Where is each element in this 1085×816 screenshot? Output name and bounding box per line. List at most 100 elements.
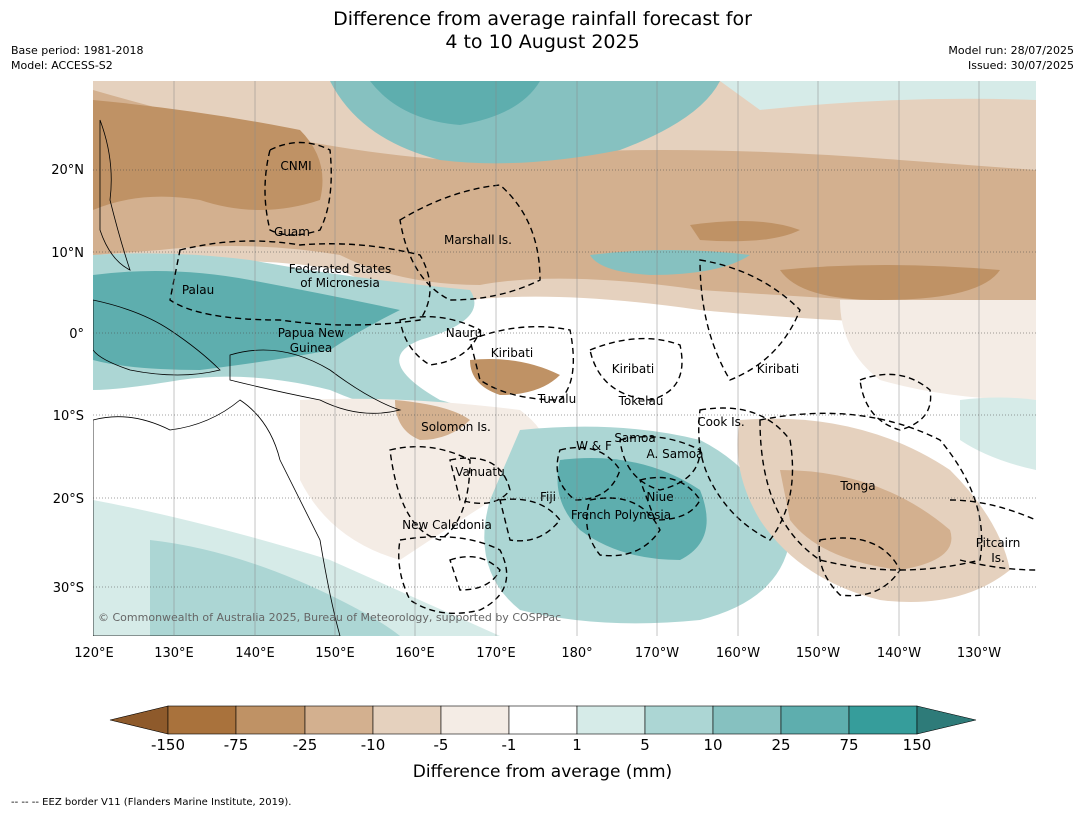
colorbar-tick: -1 (501, 736, 517, 754)
lon-label: 150°W (796, 646, 840, 661)
label-solomon: Solomon Is. (421, 420, 491, 434)
label-kiribati-east: Kiribati (757, 362, 799, 376)
dry-southwest (300, 398, 547, 560)
lon-label: 120°E (74, 646, 114, 661)
issued-text: Issued: 30/07/2025 (967, 59, 1074, 72)
colorbar-swatch (644, 705, 714, 735)
colorbar-tick: -75 (223, 736, 249, 754)
label-tonga: French Polynesia (571, 508, 671, 522)
dry-southeast-core (780, 470, 952, 570)
colorbar-swatch (235, 705, 306, 735)
base-period-text: Base period: 1981-2018 (11, 44, 144, 57)
lon-label: 170°W (635, 646, 679, 661)
lon-label: 180° (561, 646, 592, 661)
label-fiji: Fiji (540, 490, 556, 504)
label-tokelau: Tokelau (618, 394, 664, 408)
lat-label: 20°S (53, 492, 84, 507)
label-kiribati-central: Kiribati (612, 362, 654, 376)
copyright-text: © Commonwealth of Australia 2025, Bureau… (98, 611, 561, 624)
dry-core-east (780, 265, 1000, 300)
lon-label: 160°W (716, 646, 760, 661)
lon-axis-labels: 120°E 130°E 140°E 150°E 160°E 170°E 180°… (74, 646, 1001, 661)
label-cnmi: CNMI (280, 159, 311, 173)
label-cook: Cook Is. (697, 415, 744, 429)
colorbar-swatch (780, 705, 850, 735)
lon-label: 130°E (154, 646, 194, 661)
dry-core-mid (690, 221, 800, 242)
colorbar-tick: -10 (360, 736, 386, 754)
label-palau: Palau (182, 283, 214, 297)
label-marshall: Marshall Is. (444, 233, 512, 247)
model-text: Model: ACCESS-S2 (11, 59, 113, 72)
lat-label: 10°S (53, 409, 84, 424)
colorbar-tick: 25 (771, 736, 791, 754)
lat-label: 30°S (53, 581, 84, 596)
colorbar-tick: -5 (433, 736, 449, 754)
colorbar-swatch (576, 705, 646, 735)
label-fsm-1: Federated States (289, 262, 391, 276)
label-new-caledonia: New Caledonia (402, 518, 492, 532)
australia-outline (93, 399, 341, 636)
chart-title-line2: 4 to 10 August 2025 (445, 31, 640, 53)
lat-label: 20°N (51, 163, 84, 178)
label-french-polynesia: Tonga (839, 479, 875, 493)
colorbar (109, 705, 977, 735)
wet-south-central-core (557, 458, 707, 560)
colorbar-swatch (304, 705, 374, 735)
lat-label: 0° (69, 327, 84, 342)
label-a-samoa: A. Samoa (647, 447, 704, 461)
label-nauru: Nauru (446, 326, 482, 340)
colorbar-tick: 10 (703, 736, 723, 754)
lat-axis-labels: 20°N 10°N 0° 10°S 20°S 30°S (51, 163, 84, 596)
eez-footnote: -- -- -- EEZ border V11 (Flanders Marine… (11, 797, 292, 808)
colorbar-tick: 1 (572, 736, 582, 754)
indonesia-outline (93, 299, 221, 376)
colorbar-title: Difference from average (mm) (412, 762, 673, 782)
label-tuvalu: Tuvalu (537, 392, 577, 406)
colorbar-swatch (440, 705, 510, 735)
meta-right: Model run: 28/07/2025 Issued: 30/07/2025 (948, 43, 1074, 73)
lon-label: 130°W (957, 646, 1001, 661)
lat-lines (93, 169, 1036, 588)
lon-label: 160°E (395, 646, 435, 661)
dry-band-north-inner (93, 90, 1036, 310)
wet-southwest-inner (150, 540, 400, 636)
dry-east-pale (840, 300, 1036, 400)
label-niue: Niue (646, 490, 673, 504)
wet-equatorial-core (93, 271, 400, 370)
colorbar-swatch (167, 705, 237, 735)
graticule (173, 81, 980, 636)
wet-band-small (590, 250, 750, 275)
label-png-2: Guinea (290, 341, 333, 355)
dry-kiribati (470, 359, 560, 395)
lon-label: 150°E (315, 646, 355, 661)
label-samoa: Samoa (614, 431, 655, 445)
dry-solomon (395, 400, 470, 440)
meta-left: Base period: 1981-2018 Model: ACCESS-S2 (11, 43, 143, 73)
label-fsm-2: of Micronesia (300, 276, 380, 290)
label-wf: W & F (576, 439, 612, 453)
colorbar-tick: 5 (640, 736, 650, 754)
label-guam: Guam (274, 225, 310, 239)
label-vanuatu: Vanuatu (455, 465, 505, 479)
colorbar-tick: 150 (902, 736, 932, 754)
label-pitcairn-2: Is. (991, 551, 1005, 565)
lon-label: 140°E (235, 646, 275, 661)
colorbar-swatch (508, 705, 578, 735)
colorbar-swatch (372, 705, 442, 735)
model-run-text: Model run: 28/07/2025 (948, 44, 1074, 57)
png-outline (229, 349, 402, 414)
wet-band-north-core (370, 81, 540, 125)
label-pitcairn-1: Pitcairn (976, 536, 1021, 550)
colorbar-extend-low (109, 705, 169, 735)
colorbar-swatch (848, 705, 918, 735)
chart-title-line1: Difference from average rainfall forecas… (333, 8, 752, 30)
lon-label: 170°E (476, 646, 516, 661)
colorbar-tick: -150 (150, 736, 186, 754)
colorbar-tick: -25 (292, 736, 318, 754)
philippines-outline (99, 119, 131, 271)
lat-label: 10°N (51, 246, 84, 261)
lon-label: 140°W (877, 646, 921, 661)
region-labels: CNMI Guam Marshall Is. Federated States … (182, 159, 1020, 565)
